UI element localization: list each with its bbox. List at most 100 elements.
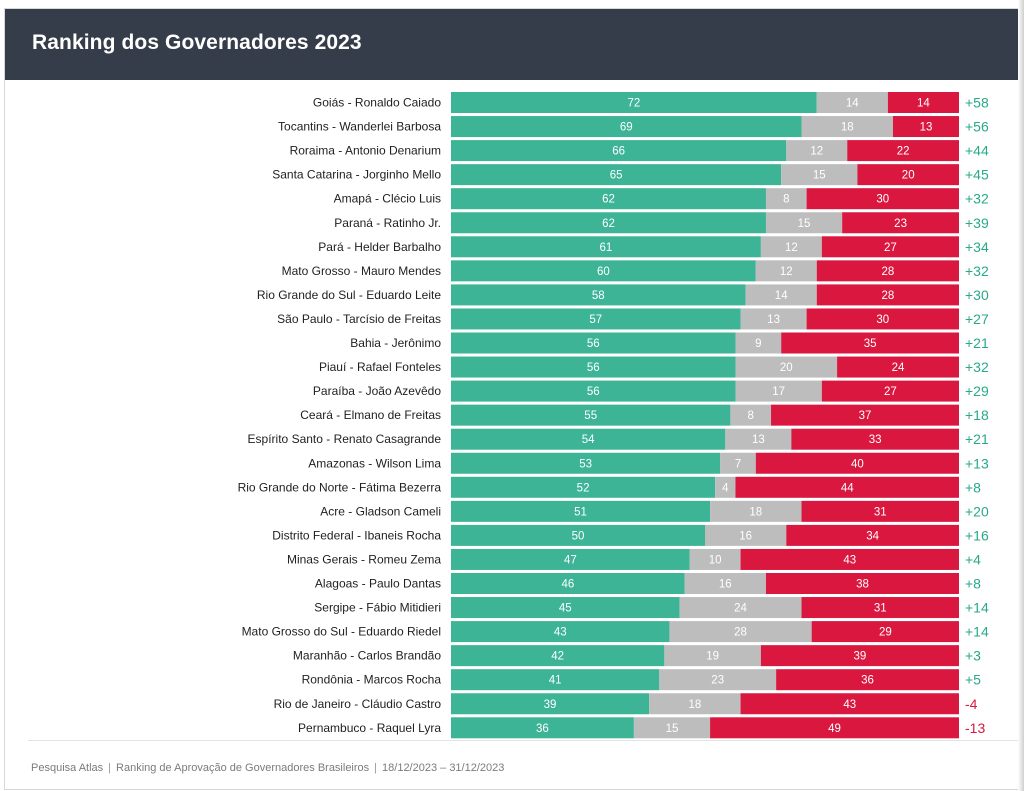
data-label: 23 <box>711 675 724 687</box>
data-label: 10 <box>709 554 722 566</box>
data-label: 66 <box>612 146 625 158</box>
data-label: 18 <box>841 122 854 134</box>
category-label: Tocantins - Wanderlei Barbosa <box>278 120 441 134</box>
bar-segment <box>816 284 959 306</box>
category-label: Rio Grande do Sul - Eduardo Leite <box>257 288 441 302</box>
net-label: -13 <box>965 720 985 736</box>
bar-segment <box>451 356 736 378</box>
data-label: 34 <box>866 530 879 542</box>
net-label: +4 <box>965 551 981 567</box>
data-label: 31 <box>874 603 887 615</box>
data-label: 15 <box>798 218 811 230</box>
data-label: 41 <box>549 675 562 687</box>
data-label: 46 <box>561 579 574 591</box>
bar-segment <box>801 116 893 138</box>
bar-segment <box>720 452 756 474</box>
bar-segment <box>887 92 959 113</box>
bar-segment <box>842 212 959 234</box>
bar-segment <box>710 717 959 739</box>
data-label: 43 <box>554 627 567 639</box>
bar-segment <box>451 380 736 402</box>
category-label: Pará - Helder Barbalho <box>318 240 441 254</box>
data-label: 72 <box>627 98 640 110</box>
data-label: 40 <box>851 458 864 470</box>
bar-segment <box>821 380 959 402</box>
footer: Pesquisa Atlas | Ranking de Aprovação de G… <box>31 762 504 774</box>
bar-segment <box>765 212 843 234</box>
footer-description: Ranking de Aprovação de Governadores Bra… <box>116 762 370 774</box>
category-label: Sergipe - Fábio Mitidieri <box>314 601 441 615</box>
data-label: 37 <box>859 410 872 422</box>
net-label: +32 <box>965 359 989 375</box>
data-label: 57 <box>589 314 602 326</box>
data-label: 55 <box>584 410 597 422</box>
data-label: 52 <box>577 482 590 494</box>
bar-segment <box>811 621 959 643</box>
bar-segment <box>451 140 787 162</box>
data-label: 18 <box>688 699 701 711</box>
data-label: 4 <box>722 482 729 494</box>
net-label: +30 <box>965 287 989 303</box>
category-label: Pernambuco - Raquel Lyra <box>298 721 441 735</box>
category-label: Ceará - Elmano de Freitas <box>300 408 441 422</box>
bar-segment <box>451 308 741 330</box>
bar-segment <box>451 693 650 715</box>
bar-segment <box>740 693 959 715</box>
data-label: 45 <box>559 603 572 615</box>
data-label: 62 <box>602 218 615 230</box>
bar-segment <box>451 428 726 450</box>
bar-segment <box>649 693 741 715</box>
bar-segment <box>857 164 959 186</box>
bar-segment <box>451 500 711 522</box>
data-label: 30 <box>876 194 889 206</box>
category-label: Rondônia - Marcos Rocha <box>302 673 442 687</box>
bar-segment <box>705 524 787 546</box>
data-label: 24 <box>892 362 905 374</box>
net-label: +20 <box>965 503 989 519</box>
bar-segment <box>781 332 959 354</box>
bar-segment <box>633 717 711 739</box>
net-label: +16 <box>965 527 989 543</box>
data-label: 15 <box>813 170 826 182</box>
bar-segment <box>679 597 802 619</box>
bar-segment <box>735 476 959 498</box>
bar-segment <box>451 548 690 570</box>
data-label: 12 <box>780 266 793 278</box>
net-label: +32 <box>965 191 989 207</box>
bar-segment <box>755 260 817 282</box>
bar-segment <box>451 332 736 354</box>
data-label: 8 <box>783 194 789 206</box>
net-label: +14 <box>965 600 989 616</box>
data-label: 24 <box>734 603 747 615</box>
bar-segment <box>659 669 777 691</box>
category-label: Goiás - Ronaldo Caiado <box>313 96 441 110</box>
category-label: Piauí - Rafael Fonteles <box>319 360 441 374</box>
data-label: 44 <box>841 482 854 494</box>
data-label: 56 <box>587 386 600 398</box>
data-label: 31 <box>874 506 887 518</box>
data-label: 51 <box>574 506 587 518</box>
bar-segment <box>451 476 716 498</box>
bar-segment <box>765 573 959 594</box>
data-label: 27 <box>884 242 897 254</box>
bar-segment <box>740 308 807 330</box>
data-label: 42 <box>551 651 564 663</box>
bar-segment <box>786 140 848 162</box>
category-label: Rio de Janeiro - Cláudio Castro <box>274 697 442 711</box>
net-label: +18 <box>965 407 989 423</box>
bar-segment <box>781 164 858 186</box>
data-label: 9 <box>755 338 761 350</box>
category-label: Paraná - Ratinho Jr. <box>334 216 441 230</box>
net-label: +8 <box>965 576 981 592</box>
bar-segment <box>735 332 782 354</box>
bar-segment <box>765 188 807 210</box>
bar-segment <box>771 404 959 426</box>
bar-segment <box>451 621 670 643</box>
data-label: 12 <box>810 146 823 158</box>
bar-segment <box>735 356 838 378</box>
bar-segment <box>801 597 959 619</box>
bar-segment <box>801 500 959 522</box>
data-label: 16 <box>719 579 732 591</box>
data-label: 13 <box>920 122 933 134</box>
